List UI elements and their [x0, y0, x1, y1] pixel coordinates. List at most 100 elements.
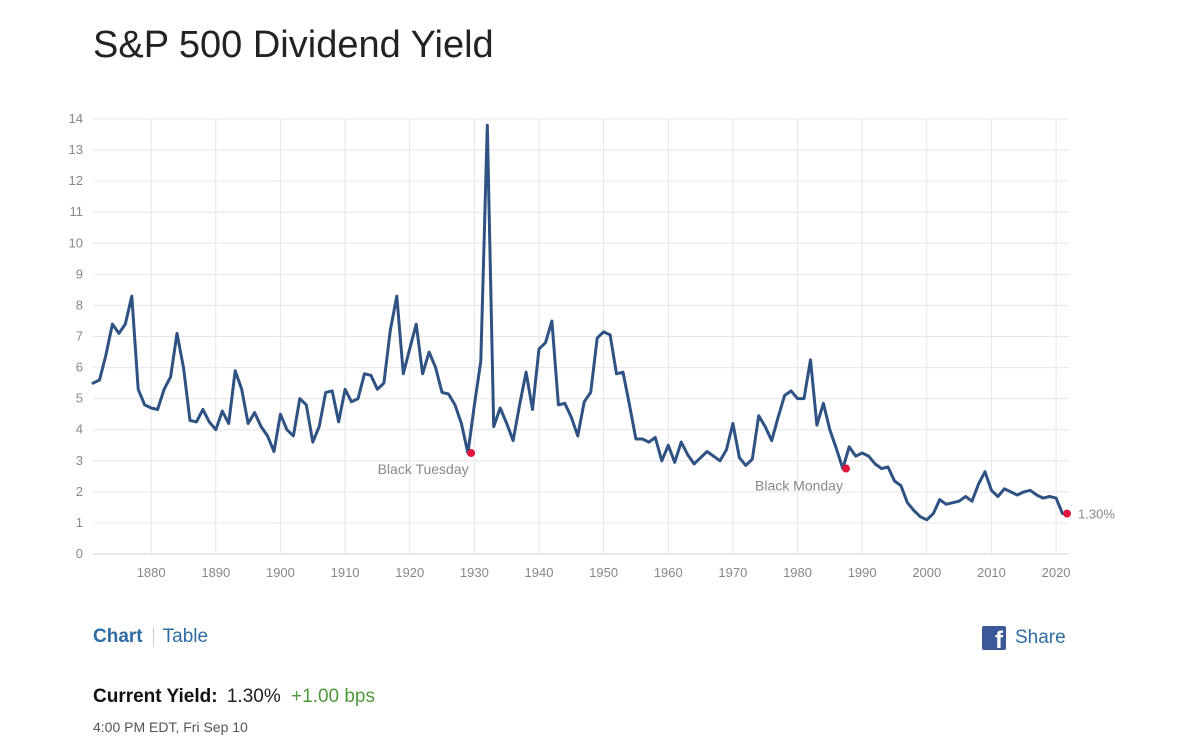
data-point	[214, 428, 217, 431]
data-point	[622, 371, 625, 374]
data-point	[628, 403, 631, 406]
x-tick-label: 1990	[848, 565, 877, 580]
facebook-icon: f	[982, 626, 1006, 653]
data-point	[247, 422, 250, 425]
tab-chart[interactable]: Chart	[93, 626, 143, 647]
data-point	[609, 333, 612, 336]
data-point	[815, 424, 818, 427]
data-point	[337, 420, 340, 423]
data-point	[512, 439, 515, 442]
y-tick-label: 7	[76, 329, 83, 344]
data-point	[479, 360, 482, 363]
x-tick-label: 1900	[266, 565, 295, 580]
data-point	[266, 434, 269, 437]
data-point	[1029, 489, 1032, 492]
data-point	[447, 392, 450, 395]
data-point	[906, 501, 909, 504]
data-point	[331, 389, 334, 392]
data-point	[473, 403, 476, 406]
data-point	[357, 397, 360, 400]
data-point	[492, 425, 495, 428]
data-point	[253, 411, 256, 414]
data-point	[673, 461, 676, 464]
share-label: Share	[1015, 627, 1066, 648]
data-point	[589, 391, 592, 394]
data-point	[938, 498, 941, 501]
data-point	[104, 354, 107, 357]
data-point	[925, 518, 928, 521]
data-point	[861, 452, 864, 455]
x-tick-label: 1930	[460, 565, 489, 580]
data-point	[1003, 487, 1006, 490]
y-tick-label: 14	[69, 111, 83, 126]
data-point	[298, 397, 301, 400]
tab-table[interactable]: Table	[162, 626, 209, 647]
data-point	[382, 382, 385, 385]
black-monday-marker	[842, 464, 851, 473]
data-point	[996, 495, 999, 498]
data-point	[1055, 497, 1058, 500]
data-point	[460, 422, 463, 425]
share-button[interactable]: f Share	[982, 626, 1066, 653]
data-point	[201, 408, 204, 411]
data-point	[977, 483, 980, 486]
data-point	[964, 495, 967, 498]
data-point	[453, 403, 456, 406]
x-tick-label: 2010	[977, 565, 1006, 580]
data-point	[686, 453, 689, 456]
data-point	[111, 323, 114, 326]
data-point	[718, 459, 721, 462]
data-point	[415, 323, 418, 326]
x-tick-label: 2020	[1042, 565, 1071, 580]
x-tick-label: 1880	[137, 565, 166, 580]
data-point	[182, 366, 185, 369]
data-point	[615, 372, 618, 375]
black-tuesday-label: Black Tuesday	[378, 461, 469, 477]
x-tick-label: 1910	[331, 565, 360, 580]
data-point	[531, 408, 534, 411]
y-tick-label: 9	[76, 266, 83, 281]
data-point	[544, 341, 547, 344]
data-point	[156, 408, 159, 411]
data-point	[602, 330, 605, 333]
data-point	[563, 402, 566, 405]
data-point	[92, 382, 95, 385]
data-point	[98, 379, 101, 382]
data-point	[234, 369, 237, 372]
data-point	[1042, 497, 1045, 500]
data-point	[867, 455, 870, 458]
data-point	[796, 397, 799, 400]
data-point	[137, 388, 140, 391]
data-point	[408, 347, 411, 350]
latest-value-marker	[1063, 509, 1072, 518]
data-point	[990, 489, 993, 492]
data-point	[731, 422, 734, 425]
data-point	[783, 394, 786, 397]
x-tick-label: 1920	[395, 565, 424, 580]
data-point	[279, 413, 282, 416]
y-tick-label: 1	[76, 515, 83, 530]
data-point	[550, 319, 553, 322]
data-point	[117, 332, 120, 335]
data-point	[912, 509, 915, 512]
current-yield-label: Current Yield:	[93, 686, 218, 707]
black-tuesday-marker	[467, 449, 476, 458]
data-point	[499, 406, 502, 409]
data-point	[951, 501, 954, 504]
data-point	[441, 391, 444, 394]
data-point	[1009, 490, 1012, 493]
data-point	[802, 397, 805, 400]
data-point	[143, 403, 146, 406]
y-tick-label: 2	[76, 484, 83, 499]
data-point	[163, 388, 166, 391]
data-point	[434, 366, 437, 369]
data-point	[887, 466, 890, 469]
page-title: S&P 500 Dividend Yield	[93, 24, 494, 66]
data-point	[983, 470, 986, 473]
y-tick-label: 13	[69, 142, 83, 157]
data-point	[757, 414, 760, 417]
data-point	[725, 448, 728, 451]
data-point	[208, 420, 211, 423]
data-point	[712, 455, 715, 458]
data-point	[369, 374, 372, 377]
